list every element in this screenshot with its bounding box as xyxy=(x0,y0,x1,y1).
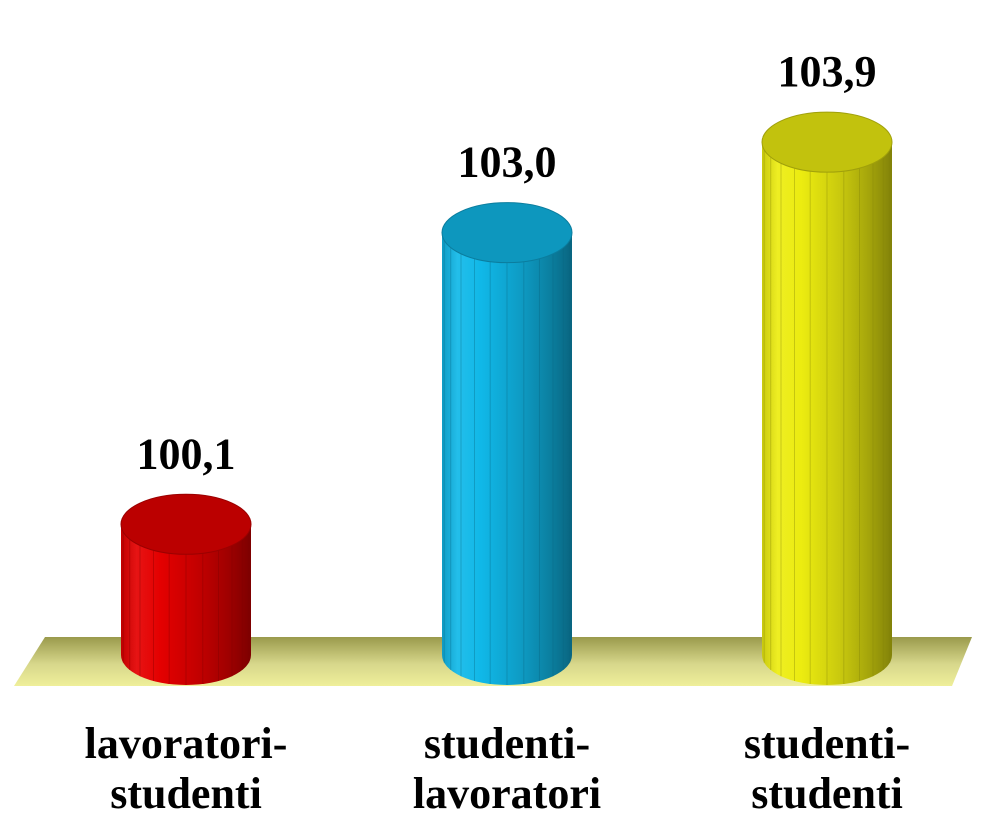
bar-facets xyxy=(443,240,571,685)
category-label-3-line-1: studenti- xyxy=(744,719,910,768)
bar-top xyxy=(441,202,573,264)
bar-facets xyxy=(763,149,891,685)
bar-top xyxy=(761,111,893,173)
category-label-2-line-2: lavoratori xyxy=(413,769,601,811)
labels-layer: 100,1 lavoratori-studenti 103,0 studenti-la… xyxy=(85,47,911,816)
bar-1 xyxy=(120,493,252,685)
bars-layer xyxy=(120,111,893,685)
value-label-1: 100,1 xyxy=(137,429,236,478)
category-label-1-line-2: studenti xyxy=(110,769,262,811)
bar-2 xyxy=(441,202,573,685)
category-label-2-line-1: studenti- xyxy=(424,719,590,768)
bar-top xyxy=(120,493,252,555)
bar-body xyxy=(762,142,892,685)
value-label-3: 103,9 xyxy=(778,47,877,96)
category-label-1-line-1: lavoratori- xyxy=(85,719,288,768)
value-label-2: 103,0 xyxy=(458,138,557,187)
category-label-3-line-2: studenti xyxy=(751,769,903,811)
bar-body xyxy=(121,524,251,685)
bar-3 xyxy=(761,111,893,685)
bar-facets xyxy=(122,532,250,685)
bar-body xyxy=(442,232,572,685)
